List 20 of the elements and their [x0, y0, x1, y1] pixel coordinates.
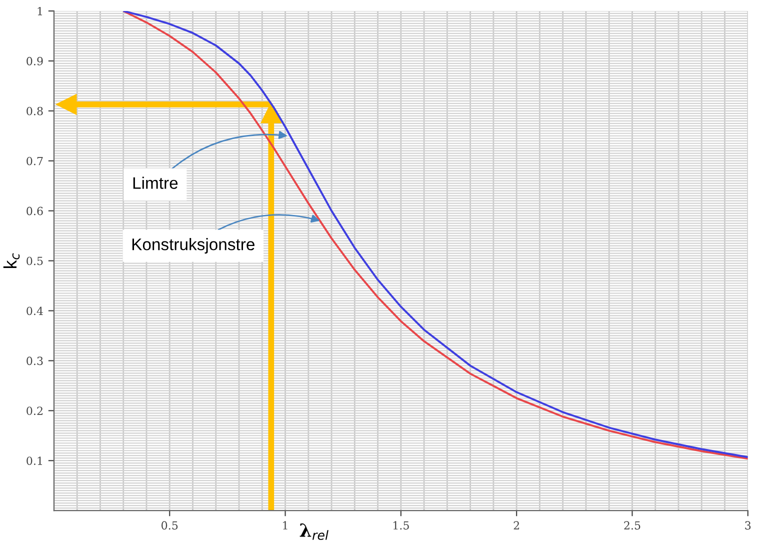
y-tick-label: 1 [38, 6, 42, 16]
y-tick-label: 0.7 [26, 156, 43, 166]
x-tick-label: 0.5 [162, 521, 178, 530]
y-tick-label: 0.9 [26, 56, 43, 66]
y-tick-label: 0.5 [26, 256, 43, 266]
x-axis-title: λ$_{rel}$ [300, 523, 328, 540]
y-axis-title: k$_{c}$ [3, 253, 20, 268]
x-tick-label: 3 [745, 521, 751, 530]
x-tick-label: 2.5 [624, 521, 640, 530]
annotation: Limtre [133, 176, 178, 189]
y-tick-label: 0.2 [26, 406, 42, 416]
y-tick-label: 0.3 [26, 356, 43, 366]
x-tick-label: 2 [514, 521, 520, 530]
y-tick-label: 0.6 [26, 206, 43, 216]
annotation: Konstruksjonstre [132, 238, 254, 254]
y-tick-label: 0.1 [26, 456, 42, 465]
x-tick-label: 1.5 [393, 521, 409, 530]
y-tick-label: 0.4 [26, 306, 43, 316]
y-tick-label: 0.8 [26, 106, 43, 116]
x-tick-label: 1 [283, 521, 288, 530]
